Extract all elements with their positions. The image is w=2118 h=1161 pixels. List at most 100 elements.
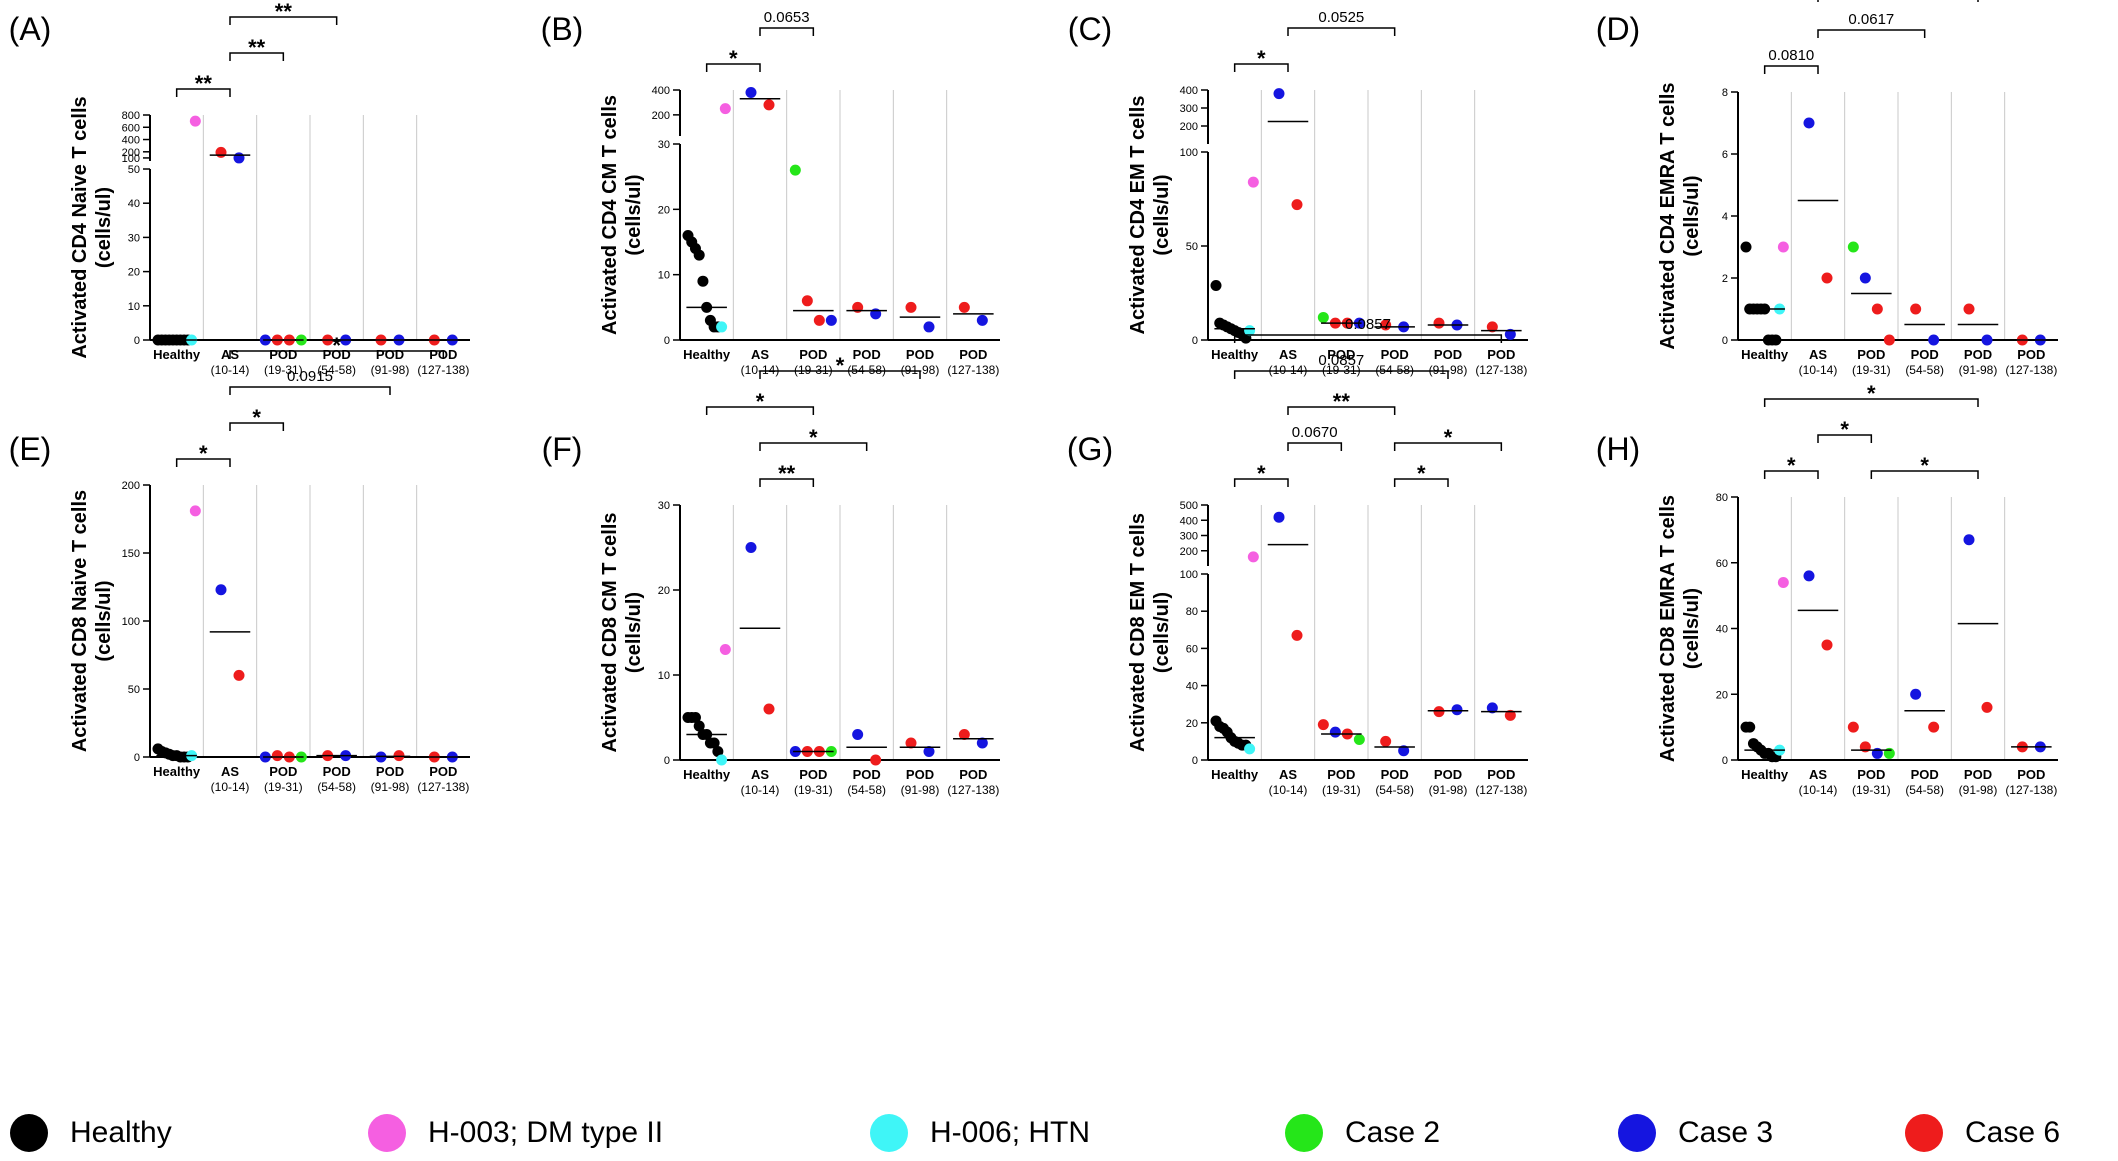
panel-b: (B) 0 10 20 30 200 400 Activated CD4 CM T cells… xyxy=(541,9,1000,377)
x-tick-label: (127-138) xyxy=(2005,363,2057,377)
x-tick-label: (91-98) xyxy=(901,363,940,377)
y-tick-label: 400 xyxy=(122,135,140,147)
data-point xyxy=(1803,117,1815,129)
data-point xyxy=(1504,328,1516,340)
significance-bracket xyxy=(705,63,761,72)
data-point xyxy=(1777,576,1789,588)
data-point xyxy=(1963,303,1975,315)
data-point xyxy=(708,737,720,749)
significance-label: * xyxy=(1257,46,1266,71)
data-point xyxy=(958,301,970,313)
significance-bracket xyxy=(759,370,921,379)
x-tick-label: (127-138) xyxy=(947,783,999,797)
significance-bracket xyxy=(1817,0,1979,2)
significance-label: * xyxy=(332,333,341,358)
legend: Healthy H-003; DM type II H-006; HTN Cas… xyxy=(0,1105,2118,1161)
x-tick-label: (91-98) xyxy=(371,363,410,377)
x-tick-label: AS xyxy=(221,764,239,779)
x-tick-label: POD xyxy=(959,767,987,782)
data-point xyxy=(1273,511,1285,523)
significance-bracket xyxy=(229,350,445,359)
significance-bracket xyxy=(1817,434,1873,443)
panel-letter: (E) xyxy=(9,431,52,467)
x-tick-label: Healthy xyxy=(153,347,201,362)
significance-bracket xyxy=(1287,406,1396,415)
x-tick-label: Healthy xyxy=(1741,767,1789,782)
y-tick-label: 40 xyxy=(128,198,140,210)
significance-label: 0.0670 xyxy=(1292,424,1338,441)
panel-letter: (C) xyxy=(1068,11,1112,47)
data-point xyxy=(189,115,201,127)
data-point xyxy=(1847,721,1859,733)
x-tick-label: (10-14) xyxy=(211,780,250,794)
panel-letter: (F) xyxy=(542,431,583,467)
significance-label: * xyxy=(1867,381,1876,406)
data-point xyxy=(693,720,705,732)
data-point xyxy=(923,321,935,333)
x-tick-label: (91-98) xyxy=(1429,363,1468,377)
panel-letter: (D) xyxy=(1596,11,1640,47)
y-tick-label: 0 xyxy=(664,755,670,767)
x-tick-label: POD xyxy=(1857,347,1885,362)
y-tick-label: 400 xyxy=(652,85,670,97)
data-point xyxy=(689,712,701,723)
y-tick-label: 100 xyxy=(122,616,140,628)
x-tick-label: (127-138) xyxy=(2005,783,2057,797)
x-tick-label: (10-14) xyxy=(1269,363,1308,377)
legend-label: Case 6 xyxy=(1965,1116,2061,1149)
significance-label: 0.0525 xyxy=(1318,9,1364,26)
data-point xyxy=(1981,701,1993,713)
data-point xyxy=(976,314,988,326)
significance-label: * xyxy=(1840,417,1849,442)
data-point xyxy=(1928,334,1940,346)
legend-dot-case3 xyxy=(1618,1114,1656,1152)
y-tick-label: 0 xyxy=(134,335,140,347)
significance-bracket xyxy=(1233,334,1503,343)
data-point xyxy=(1353,734,1365,746)
data-point xyxy=(1380,319,1392,331)
data-point xyxy=(1244,325,1256,337)
y-tick-label: 100 xyxy=(1180,147,1198,159)
y-tick-label: 10 xyxy=(128,301,140,313)
legend-label: H-003; DM type II xyxy=(428,1116,664,1149)
y-tick-label: 200 xyxy=(122,147,140,159)
x-tick-label: (91-98) xyxy=(901,783,940,797)
legend-item-case3: Case 3 xyxy=(1618,1105,1773,1161)
y-axis-unit: (cells/ul) xyxy=(1681,588,1703,669)
x-tick-label: AS xyxy=(1809,347,1827,362)
data-point xyxy=(801,295,813,307)
y-tick-label: 0 xyxy=(134,752,140,764)
data-point xyxy=(1803,570,1815,582)
x-tick-label: POD xyxy=(1434,347,1462,362)
y-tick-label: 30 xyxy=(658,139,670,151)
legend-label: Healthy xyxy=(70,1116,172,1149)
panel-d: (D) 0 2 4 6 8 Activated CD4 EMRA T cells (cells… xyxy=(1596,0,2058,377)
y-tick-label: 100 xyxy=(122,153,140,165)
panel-letter: (B) xyxy=(541,11,584,47)
significance-bracket xyxy=(1870,470,1979,479)
data-point xyxy=(1981,334,1993,346)
x-tick-label: (127-138) xyxy=(947,363,999,377)
x-tick-label: Healthy xyxy=(683,767,731,782)
data-point xyxy=(1859,272,1871,284)
significance-bracket xyxy=(1393,478,1449,487)
significance-label: ** xyxy=(248,35,266,60)
x-tick-label: POD xyxy=(799,767,827,782)
y-tick-label: 200 xyxy=(1180,546,1198,558)
data-point xyxy=(1247,551,1259,563)
y-tick-label: 150 xyxy=(122,548,140,560)
significance-label: ** xyxy=(1333,389,1351,414)
x-tick-label: Healthy xyxy=(1211,767,1259,782)
x-tick-label: POD xyxy=(269,347,297,362)
data-point xyxy=(789,164,801,176)
x-tick-label: POD xyxy=(323,764,351,779)
data-point xyxy=(1210,279,1222,291)
y-tick-label: 400 xyxy=(1180,85,1198,97)
legend-dot-h006 xyxy=(870,1114,908,1152)
y-tick-label: 50 xyxy=(128,164,140,176)
data-point xyxy=(1770,334,1782,346)
significance-label: 0.0857 xyxy=(1345,316,1391,333)
significance-label: ** xyxy=(195,71,213,96)
